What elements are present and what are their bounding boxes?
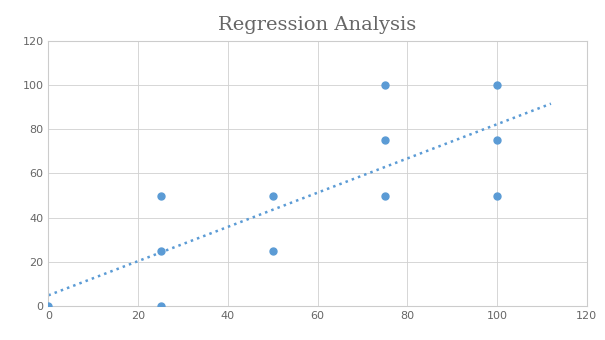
Point [492,137,502,143]
Point [44,303,53,309]
Point [380,193,390,198]
Point [155,303,165,309]
Point [380,137,390,143]
Point [268,248,278,254]
Point [380,82,390,88]
Point [155,248,165,254]
Point [268,193,278,198]
Point [492,82,502,88]
Title: Regression Analysis: Regression Analysis [218,16,417,34]
Point [155,193,165,198]
Point [492,193,502,198]
